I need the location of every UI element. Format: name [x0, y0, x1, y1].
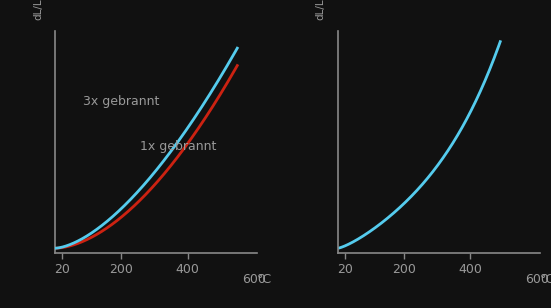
Text: dL/Lo·10-3: dL/Lo·10-3 — [33, 0, 43, 20]
Text: 600: 600 — [242, 273, 266, 286]
Text: dL/Lo·10-3: dL/Lo·10-3 — [316, 0, 326, 20]
Text: 600: 600 — [525, 273, 549, 286]
Text: 1x gebrannt: 1x gebrannt — [140, 140, 217, 153]
Text: °C: °C — [257, 273, 272, 286]
Text: 3x gebrannt: 3x gebrannt — [83, 95, 160, 108]
Text: °C: °C — [540, 273, 551, 286]
